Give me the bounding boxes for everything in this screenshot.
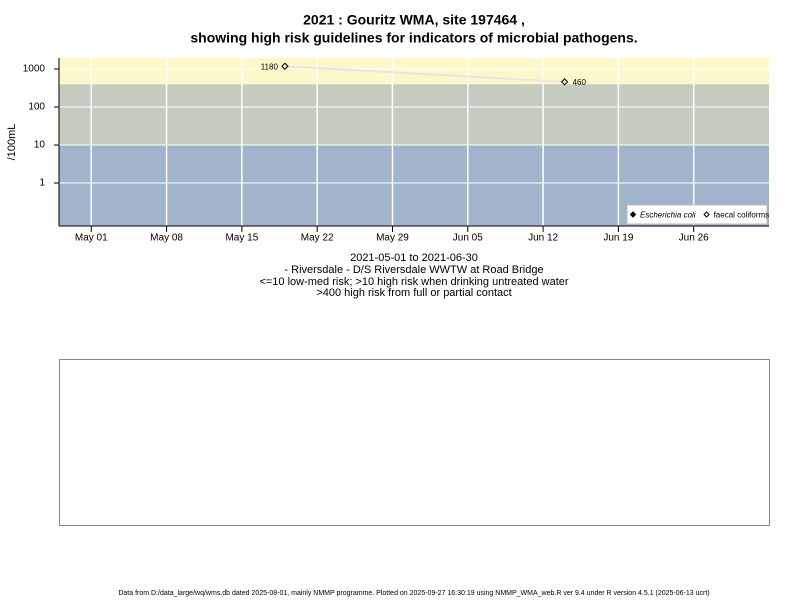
footer: Data from D:/data_large/wq/wms.db dated … [118,590,709,597]
x-tick-label: May 08 [150,233,183,244]
subtitle: >400 high risk from full or partial cont… [316,287,511,299]
x-tick-label: Jun 12 [528,233,558,244]
x-tick-label: Jun 26 [679,233,709,244]
x-tick-label: May 29 [376,233,409,244]
risk-band [59,58,769,85]
data-point [281,62,289,70]
legend-box [626,204,768,225]
x-tick-label: May 01 [75,233,108,244]
series-line [284,65,565,83]
legend-marker [703,211,710,218]
chart-title: showing high risk guidelines for indicat… [190,30,637,46]
x-tick-label: May 15 [225,233,258,244]
subtitle: 2021-05-01 to 2021-06-30 [350,252,478,264]
data-point [560,78,569,86]
x-tick-label: May 22 [301,233,334,244]
legend-label: faecal coliforms [714,211,770,220]
y-tick-label: 1 [39,178,45,189]
x-tick-label: Jun 05 [453,233,483,244]
y-tick-label: 1000 [23,64,46,75]
legend-marker [629,211,637,218]
risk-band [59,84,769,146]
chart-title: 2021 : Gouritz WMA, site 197464 , [303,12,525,28]
subtitle: <=10 low-med risk; >10 high risk when dr… [259,276,568,288]
y-axis-label: /100mL [6,124,18,161]
y-tick-label: 100 [28,102,45,113]
legend-label: Escherichia coli [640,211,696,220]
subtitle: - Riversdale - D/S Riversdale WWTW at Ro… [284,264,543,276]
data-label: 460 [573,78,587,87]
y-tick-label: 10 [34,140,46,151]
empty-panel [59,359,770,526]
x-tick-label: Jun 19 [603,233,633,244]
data-label: 1180 [261,62,279,71]
